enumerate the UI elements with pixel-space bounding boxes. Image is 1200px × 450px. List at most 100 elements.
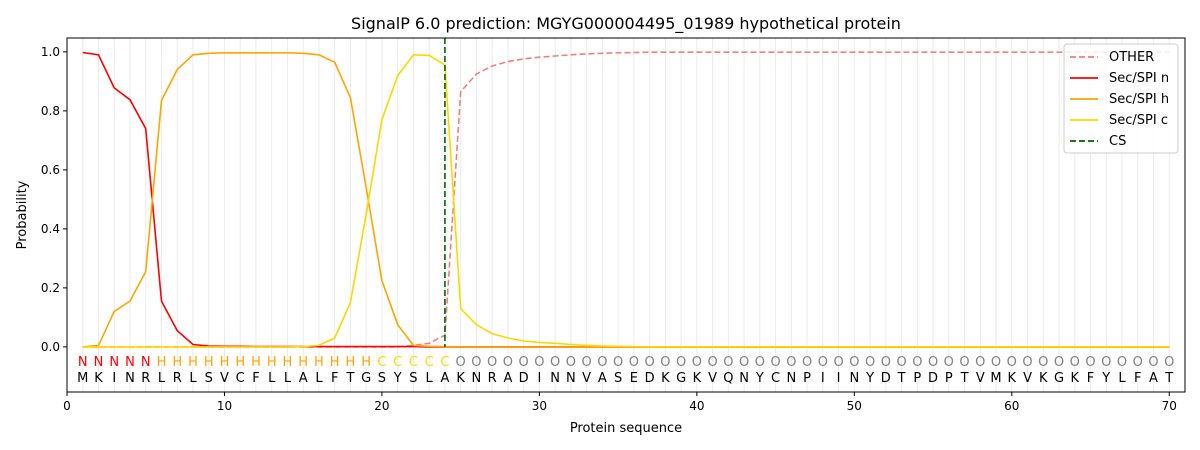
region-label: N <box>141 355 151 370</box>
residue-label: P <box>913 371 921 386</box>
region-label: H <box>204 355 214 370</box>
region-label: H <box>346 355 356 370</box>
residue-label: D <box>881 371 891 386</box>
residue-label: I <box>821 371 825 386</box>
region-label: H <box>314 355 324 370</box>
residue-label: T <box>960 371 969 386</box>
region-label: N <box>78 355 88 370</box>
residue-label: K <box>456 371 465 386</box>
y-tick-label: 0.6 <box>41 163 60 177</box>
x-tick-label: 60 <box>1004 399 1019 413</box>
residue-label: F <box>252 371 259 386</box>
x-axis-label: Protein sequence <box>570 421 682 436</box>
residue-label: K <box>1039 371 1048 386</box>
legend-label: OTHER <box>1109 50 1154 65</box>
region-label: O <box>912 355 922 370</box>
plot-frame <box>66 37 1186 393</box>
region-label: O <box>550 355 560 370</box>
residue-label: G <box>361 371 371 386</box>
residue-label: V <box>976 371 985 386</box>
region-label: O <box>471 355 481 370</box>
residue-label: Y <box>1101 371 1110 386</box>
residue-label: F <box>1087 371 1094 386</box>
region-label: C <box>393 355 402 370</box>
residue-label: M <box>990 371 1001 386</box>
region-label: O <box>1148 355 1158 370</box>
residue-label: P <box>945 371 953 386</box>
residue-label: K <box>94 371 103 386</box>
y-tick-label: 0.8 <box>41 104 60 118</box>
region-label: O <box>1007 355 1017 370</box>
region-label: O <box>1070 355 1080 370</box>
residue-label: C <box>771 371 780 386</box>
y-tick-label: 0.0 <box>41 340 60 354</box>
region-label: O <box>692 355 702 370</box>
residue-label: S <box>409 371 417 386</box>
y-tick-label: 1.0 <box>41 45 60 59</box>
residue-label: Q <box>723 371 733 386</box>
x-tick-label: 20 <box>374 399 389 413</box>
residue-label: D <box>928 371 938 386</box>
y-tick-label: 0.4 <box>41 222 60 236</box>
region-label: C <box>440 355 449 370</box>
chart-title: SignalP 6.0 prediction: MGYG000004495_01… <box>351 14 901 34</box>
region-label: C <box>425 355 434 370</box>
x-tick-label: 0 <box>63 399 71 413</box>
residue-label: A <box>299 371 308 386</box>
region-label: H <box>251 355 261 370</box>
series-lines <box>82 38 1170 348</box>
region-label: N <box>109 355 119 370</box>
residue-label: I <box>537 371 541 386</box>
residue-label: Y <box>755 371 764 386</box>
region-label: H <box>330 355 340 370</box>
region-label: O <box>770 355 780 370</box>
region-label: O <box>896 355 906 370</box>
region-label: O <box>487 355 497 370</box>
region-label: O <box>881 355 891 370</box>
residue-label: G <box>676 371 686 386</box>
region-label: O <box>802 355 812 370</box>
residue-label: E <box>630 371 638 386</box>
legend: OTHER Sec/SPI n Sec/SPI h Sec/SPI c CS <box>1063 43 1179 154</box>
residue-label: N <box>550 371 560 386</box>
region-label: O <box>944 355 954 370</box>
region-label: O <box>1117 355 1127 370</box>
residue-label: S <box>205 371 213 386</box>
residue-label: D <box>645 371 655 386</box>
residue-label: N <box>125 371 135 386</box>
series-line-sec-spi-n <box>82 51 1170 348</box>
region-label: O <box>1164 355 1174 370</box>
region-label: C <box>377 355 386 370</box>
residue-label: A <box>503 371 512 386</box>
residue-label: A <box>598 371 607 386</box>
residue-label: I <box>837 371 841 386</box>
region-label: N <box>125 355 135 370</box>
region-label: O <box>865 355 875 370</box>
residue-label: K <box>1071 371 1080 386</box>
region-label: O <box>534 355 544 370</box>
residue-label: Y <box>865 371 874 386</box>
region-label: O <box>1022 355 1032 370</box>
region-label: O <box>1101 355 1111 370</box>
region-label: O <box>1133 355 1143 370</box>
x-tick-label: 10 <box>217 399 232 413</box>
residue-label: I <box>112 371 116 386</box>
residue-label: K <box>661 371 670 386</box>
region-label: C <box>409 355 418 370</box>
residue-label: S <box>614 371 622 386</box>
region-label: N <box>94 355 104 370</box>
x-tick-label: 30 <box>532 399 547 413</box>
region-label: O <box>959 355 969 370</box>
region-label: O <box>723 355 733 370</box>
residue-label: N <box>739 371 749 386</box>
region-label: O <box>1054 355 1064 370</box>
region-label: O <box>1085 355 1095 370</box>
x-tick-label: 70 <box>1162 399 1177 413</box>
series-line-sec-spi-h <box>82 51 1170 348</box>
residue-label: N <box>849 371 859 386</box>
residue-label: L <box>1118 371 1126 386</box>
region-label: O <box>676 355 686 370</box>
region-label: H <box>172 355 182 370</box>
axes: 0 10 20 30 40 50 60 70 0.0 0.2 0.4 0.6 0.8 1.0 <box>41 45 1177 413</box>
residue-label: S <box>378 371 386 386</box>
